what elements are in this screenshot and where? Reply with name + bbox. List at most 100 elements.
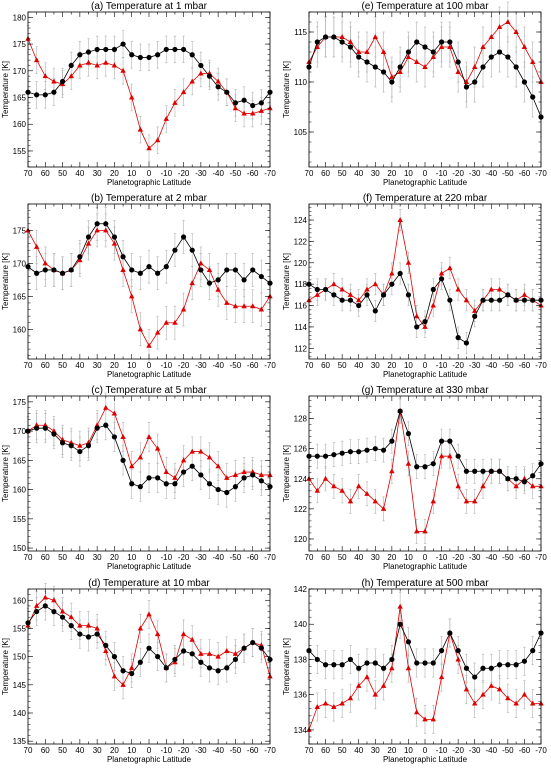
y-tick-label: 135 bbox=[13, 737, 27, 746]
chart-title: (f) Temperature at 220 mbar bbox=[363, 193, 488, 204]
y-tick-label: 160 bbox=[13, 596, 27, 605]
data-point-circle bbox=[129, 52, 135, 58]
x-tick-label: 60 bbox=[321, 361, 330, 370]
data-point-circle bbox=[356, 302, 362, 309]
x-tick-label: 10 bbox=[127, 169, 136, 178]
data-point-triangle bbox=[224, 648, 230, 653]
data-point-circle bbox=[372, 660, 378, 666]
data-point-circle bbox=[322, 286, 329, 293]
data-point-circle bbox=[331, 452, 337, 458]
x-tick-label: 70 bbox=[305, 169, 314, 178]
x-tick-label: -10 bbox=[161, 169, 173, 178]
data-point-circle bbox=[172, 481, 178, 487]
data-point-circle bbox=[505, 662, 511, 668]
data-point-triangle bbox=[414, 528, 420, 534]
x-tick-label: 50 bbox=[338, 169, 347, 178]
data-point-triangle bbox=[120, 681, 126, 687]
data-point-circle bbox=[347, 449, 354, 455]
y-tick-label: 136 bbox=[294, 691, 308, 700]
x-tick-label: -10 bbox=[436, 746, 448, 755]
data-point-triangle bbox=[380, 505, 387, 511]
data-point-circle bbox=[34, 92, 40, 98]
data-point-circle bbox=[85, 443, 92, 449]
x-tick-label: -40 bbox=[486, 169, 498, 178]
data-point-triangle bbox=[438, 44, 445, 49]
data-point-triangle bbox=[163, 469, 169, 475]
data-point-circle bbox=[94, 631, 100, 637]
data-point-triangle bbox=[250, 303, 256, 309]
data-point-triangle bbox=[68, 73, 74, 79]
data-point-circle bbox=[129, 267, 135, 273]
data-point-circle bbox=[59, 78, 66, 85]
data-point-triangle bbox=[111, 673, 118, 679]
data-point-circle bbox=[180, 469, 187, 475]
data-point-triangle bbox=[472, 700, 478, 706]
data-point-triangle bbox=[189, 448, 195, 454]
data-point-triangle bbox=[488, 34, 494, 39]
data-point-circle bbox=[137, 54, 143, 61]
x-tick-label: 50 bbox=[58, 361, 67, 370]
y-tick-label: 105 bbox=[294, 128, 308, 137]
data-point-triangle bbox=[414, 59, 420, 64]
data-point-triangle bbox=[496, 286, 503, 292]
data-point-circle bbox=[397, 270, 403, 277]
data-point-triangle bbox=[438, 453, 445, 459]
x-tick-label: -20 bbox=[178, 553, 190, 562]
data-point-triangle bbox=[241, 469, 247, 475]
data-point-triangle bbox=[505, 19, 511, 24]
x-tick-label: -50 bbox=[502, 553, 514, 562]
chart-panel-c: (c) Temperature at 5 mbar 70 60 50 40 30 20 10 0… bbox=[1, 385, 276, 571]
data-point-circle bbox=[103, 642, 109, 648]
data-point-triangle bbox=[364, 674, 370, 680]
chart-panel-b: (b) Temperature at 2 mbar 70 60 50 40 30 20 10 0… bbox=[1, 193, 276, 379]
x-tick-label: -60 bbox=[247, 553, 259, 562]
data-point-circle bbox=[505, 54, 511, 60]
x-tick-label: -20 bbox=[452, 169, 464, 178]
x-tick-label: 0 bbox=[147, 361, 152, 370]
data-point-circle bbox=[339, 662, 345, 668]
data-point-triangle bbox=[232, 303, 239, 309]
data-point-circle bbox=[521, 297, 528, 303]
y-axis-label: Temperature [K] bbox=[1, 61, 10, 118]
data-point-circle bbox=[422, 464, 428, 470]
data-point-triangle bbox=[430, 498, 436, 504]
data-point-triangle bbox=[422, 716, 428, 722]
data-point-triangle bbox=[405, 460, 412, 466]
data-point-circle bbox=[314, 453, 320, 459]
data-point-triangle bbox=[521, 691, 528, 697]
x-tick-label: 0 bbox=[423, 553, 428, 562]
data-point-triangle bbox=[120, 266, 126, 272]
data-point-circle bbox=[241, 475, 247, 481]
data-point-circle bbox=[356, 665, 362, 671]
data-point-circle bbox=[215, 84, 221, 90]
data-point-circle bbox=[258, 645, 264, 651]
data-point-triangle bbox=[103, 227, 109, 233]
x-tick-label: -30 bbox=[195, 746, 207, 755]
x-tick-label: -50 bbox=[502, 361, 514, 370]
data-point-circle bbox=[496, 468, 503, 474]
data-point-triangle bbox=[51, 78, 57, 84]
x-tick-label: 60 bbox=[41, 169, 50, 178]
data-point-circle bbox=[339, 39, 345, 45]
chart-title: (g) Temperature at 330 mbar bbox=[361, 385, 489, 396]
x-tick-label: 30 bbox=[371, 553, 380, 562]
data-point-triangle bbox=[463, 686, 470, 692]
data-point-circle bbox=[59, 614, 66, 620]
data-point-circle bbox=[472, 313, 478, 319]
y-tick-label: 110 bbox=[294, 78, 307, 87]
data-point-triangle bbox=[198, 260, 204, 266]
x-tick-label: -10 bbox=[436, 361, 448, 370]
y-tick-label: 122 bbox=[294, 237, 308, 246]
data-point-circle bbox=[530, 648, 536, 654]
data-point-circle bbox=[250, 639, 256, 646]
x-tick-label: -20 bbox=[452, 553, 464, 562]
data-point-circle bbox=[180, 648, 187, 654]
data-point-triangle bbox=[480, 691, 486, 697]
data-point-triangle bbox=[397, 69, 403, 74]
data-point-triangle bbox=[206, 650, 213, 656]
data-point-triangle bbox=[120, 67, 126, 73]
x-tick-label: 40 bbox=[75, 169, 84, 178]
data-point-circle bbox=[68, 62, 74, 69]
y-tick-label: 122 bbox=[294, 505, 308, 514]
data-point-circle bbox=[322, 34, 329, 40]
